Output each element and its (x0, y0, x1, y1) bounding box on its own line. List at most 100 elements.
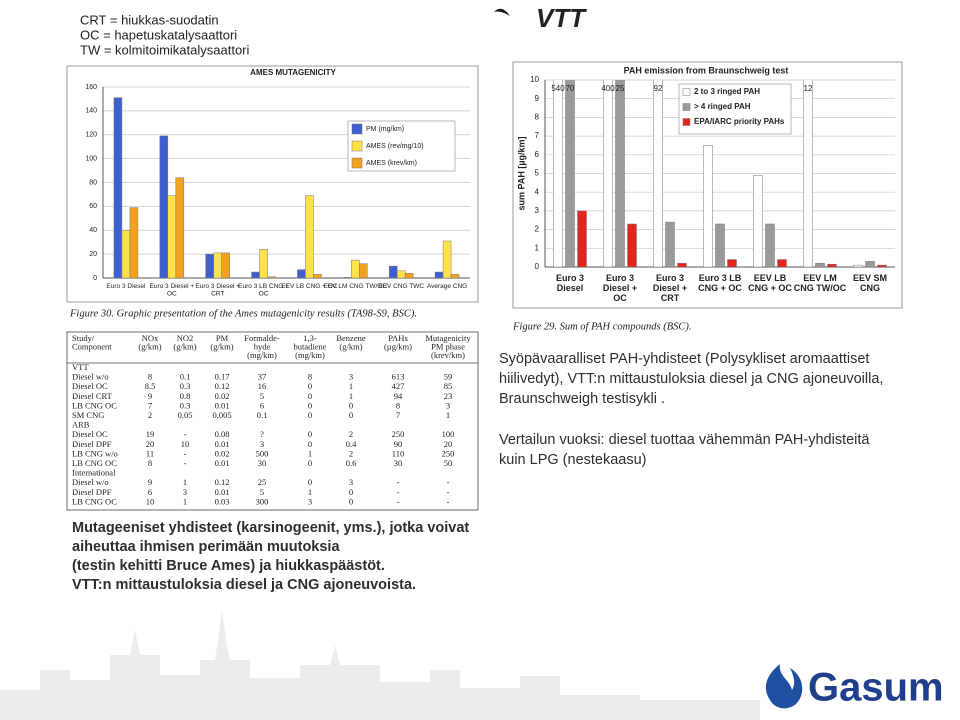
bar (221, 252, 230, 278)
y-axis-label: sum PAH [µg/km] (516, 136, 526, 210)
table-cell: VTT (72, 362, 89, 372)
table-frame (66, 331, 479, 511)
table-header: butadiene (293, 341, 326, 351)
y-tick-label: 60 (89, 203, 97, 210)
bar (404, 272, 414, 278)
table-cell: 85 (444, 381, 453, 391)
table-header: hyde (254, 341, 271, 351)
skyline (0, 610, 760, 720)
y-tick-label: 0 (93, 275, 97, 282)
table-cell: 2 (349, 429, 353, 439)
table-cell: 0 (308, 477, 312, 487)
y-tick-label: 20 (89, 251, 97, 258)
bar (113, 97, 123, 278)
table-cell: 110 (392, 448, 404, 458)
table-cell: 94 (394, 391, 403, 401)
table-cell: - (184, 448, 187, 458)
table-cell: 1 (308, 487, 312, 497)
y-tick-label: 100 (85, 155, 97, 162)
bar (577, 210, 587, 267)
bar (603, 80, 613, 267)
table-cell: 50 (444, 458, 453, 468)
table-header: PM (216, 333, 229, 343)
y-tick-label: 3 (535, 206, 540, 215)
table-header: 1,3- (303, 333, 317, 343)
off-scale-label: 400 (601, 84, 615, 93)
bar (553, 80, 563, 267)
table-cell: 6 (260, 400, 264, 410)
y-tick-label: 7 (535, 131, 540, 140)
bar (396, 270, 406, 278)
bars (553, 80, 887, 267)
table-cell: 1 (446, 410, 450, 420)
table-cell: 0.1 (257, 410, 268, 420)
table-cell: 11 (146, 448, 154, 458)
table-cell: 20 (146, 439, 155, 449)
note: OC = hapetuskatalysaattori (80, 27, 237, 42)
paragraph: kuin LPG (nestekaasu) (499, 452, 647, 468)
table-cell: 8 (148, 372, 152, 382)
x-tick-label: EEV LB CNG + OC (748, 273, 792, 293)
table-cell: - (397, 487, 400, 497)
x-tick-label: EEV LB CNG + OC (281, 283, 337, 290)
bar (665, 221, 675, 267)
y-tick-label: 4 (535, 187, 540, 196)
bar (434, 271, 444, 278)
table-cell: 1 (183, 496, 187, 506)
table-cell: Diesel OC (72, 429, 108, 439)
table-cell: 0.3 (180, 400, 191, 410)
table-header: NO2 (177, 333, 194, 343)
table-header: Mutagenicity (425, 333, 471, 343)
table-cell: 10 (181, 439, 190, 449)
legend-label: EPA/IARC priority PAHs (694, 117, 785, 126)
table-cell: 1 (308, 448, 312, 458)
x-tick-label: EEV CNG TWC (378, 283, 424, 290)
table-cell: - (397, 477, 400, 487)
table-cell: 0 (308, 400, 312, 410)
legend-swatch (351, 157, 363, 169)
y-tick-label: 1 (535, 243, 540, 252)
table-cell: 3 (349, 477, 353, 487)
table-header: (g/km) (173, 341, 196, 351)
table-header: (g/km) (138, 341, 161, 351)
table-cell: Diesel CRT (72, 391, 113, 401)
table-cell: - (184, 429, 187, 439)
bar (803, 80, 813, 267)
bar (853, 264, 863, 267)
bar (305, 195, 314, 278)
table-cell: 0.8 (180, 391, 191, 401)
bar (677, 263, 687, 267)
table-header: (µg/km) (384, 341, 412, 351)
table-cell: 300 (256, 496, 269, 506)
table-cell: LB CNG w/o (72, 448, 118, 458)
y-tick-label: 2 (535, 225, 540, 234)
table-header: (krev/km) (431, 350, 465, 360)
summary: aiheuttaa ihmisen perimään muutoksia (72, 539, 340, 555)
table-cell: ? (260, 429, 264, 439)
x-tick-label: EEV LM CNG TW/OC (324, 283, 388, 290)
legend-swatch (351, 123, 363, 135)
table-cell: - (397, 496, 400, 506)
legend-box (347, 120, 456, 172)
table-cell: 3 (183, 487, 187, 497)
legend-swatch (682, 118, 691, 126)
table-cell: Diesel DPF (72, 487, 112, 497)
table-cell: 0.01 (215, 487, 230, 497)
table-cell: 7 (148, 400, 152, 410)
vtt-swoosh (494, 8, 510, 16)
table-cell: SM CNG (72, 410, 104, 420)
y-tick-label: 5 (535, 169, 540, 178)
table-cell: Diesel DPF (72, 439, 112, 449)
table-cell: 0.1 (180, 372, 191, 382)
bar (627, 223, 637, 267)
table-cell: 10 (146, 496, 155, 506)
table-cell: 500 (256, 448, 269, 458)
table-cell: 23 (444, 391, 453, 401)
table-cell: 0 (308, 439, 312, 449)
bar (727, 259, 737, 267)
y-tick-label: 120 (85, 132, 97, 139)
table-cell: 0.01 (215, 400, 230, 410)
bar (450, 274, 460, 278)
bar (259, 249, 268, 278)
table-cell: 8 (148, 458, 152, 468)
